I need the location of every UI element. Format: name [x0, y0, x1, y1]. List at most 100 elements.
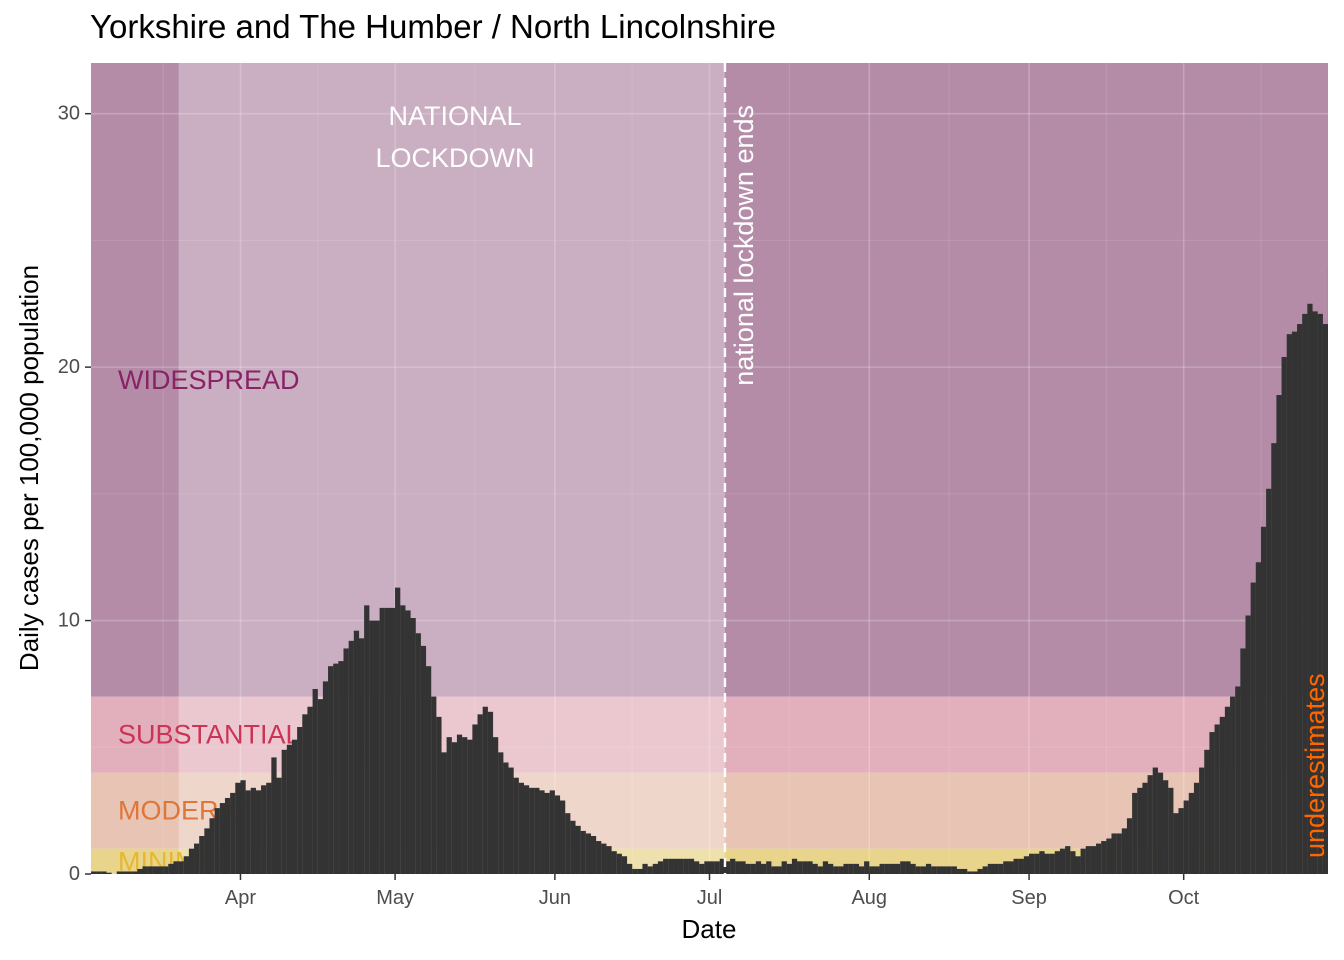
bar [771, 866, 777, 874]
bar [91, 871, 97, 874]
bar [817, 866, 823, 874]
x-axis-title: Date [682, 914, 737, 944]
bar [889, 863, 896, 874]
bar [1142, 782, 1148, 874]
bar [224, 797, 231, 874]
bar [1044, 853, 1050, 874]
bar [1312, 311, 1318, 874]
bar [492, 737, 499, 874]
band-label-widespread: WIDESPREAD [118, 365, 300, 395]
bar [1317, 313, 1323, 874]
bar [487, 711, 494, 874]
y-tick-label: 10 [58, 610, 80, 632]
bar [508, 767, 514, 874]
bar [1183, 800, 1189, 874]
bar [132, 871, 138, 874]
bar [1039, 851, 1045, 874]
bar [1193, 782, 1200, 874]
bar [539, 790, 545, 874]
bar [462, 737, 468, 874]
bar [456, 734, 463, 874]
bar [405, 610, 411, 874]
bar [915, 866, 921, 874]
bar [755, 861, 762, 874]
bar [864, 861, 870, 874]
bar [884, 863, 890, 874]
bar [534, 787, 540, 874]
bar [472, 724, 478, 874]
bar [853, 863, 860, 874]
bar [518, 782, 524, 874]
bar [1266, 488, 1272, 874]
bar [704, 861, 710, 874]
bar [657, 861, 664, 874]
bar [1224, 706, 1231, 874]
bar [425, 666, 432, 874]
bar [1049, 853, 1055, 874]
bar [467, 739, 473, 874]
bar [1054, 851, 1061, 874]
bar [905, 861, 911, 874]
bar [590, 835, 597, 874]
bar [389, 607, 396, 874]
bar [1260, 526, 1267, 874]
bar [1126, 818, 1133, 874]
bar [786, 863, 793, 874]
bar [735, 861, 741, 874]
bar [1132, 792, 1138, 874]
bar [369, 620, 375, 874]
bar [1188, 792, 1195, 874]
bar [941, 866, 947, 874]
bar [240, 780, 246, 874]
bar [183, 856, 189, 874]
bar [1333, 233, 1338, 874]
bar [776, 866, 782, 874]
bar [142, 866, 148, 874]
bar [1173, 813, 1179, 874]
bar [807, 861, 813, 874]
bar [446, 737, 452, 874]
bar [709, 861, 715, 874]
bar [1075, 856, 1081, 874]
bar [384, 607, 390, 874]
bar [1034, 853, 1040, 874]
bar [1271, 443, 1277, 874]
x-tick-label: Jul [697, 887, 723, 909]
bar [925, 863, 932, 874]
bar [982, 866, 988, 874]
bar [1085, 846, 1091, 874]
y-tick-label: 30 [58, 103, 80, 125]
y-tick-label: 20 [58, 356, 80, 378]
bar [1255, 562, 1262, 874]
bar [992, 863, 999, 874]
bar [791, 858, 798, 874]
bar [910, 863, 916, 874]
bar [451, 742, 457, 874]
bar [307, 706, 313, 874]
bar [364, 605, 370, 874]
bar [441, 752, 447, 874]
bar [544, 792, 550, 874]
bar [219, 803, 226, 874]
bar [843, 863, 849, 874]
bar [338, 661, 344, 874]
bar [678, 858, 684, 874]
bar [998, 863, 1004, 874]
bar [1157, 772, 1164, 874]
bar [987, 863, 994, 874]
bar [1240, 648, 1246, 874]
bar [1013, 858, 1019, 874]
y-axis-title: Daily cases per 100,000 population [14, 265, 44, 671]
bar [147, 866, 153, 874]
bar [255, 790, 262, 874]
bar [266, 782, 272, 874]
bar [1023, 856, 1030, 874]
band-label-substantial: SUBSTANTIAL [118, 720, 301, 750]
bar [482, 706, 488, 874]
bar [719, 858, 726, 874]
bar [178, 861, 184, 874]
bar [529, 787, 535, 874]
bar [616, 853, 622, 874]
bar [1101, 841, 1107, 874]
bar [745, 863, 751, 874]
